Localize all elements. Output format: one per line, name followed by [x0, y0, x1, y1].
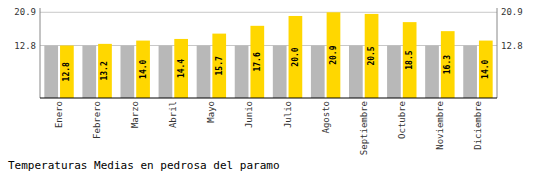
x-ticks: Enero Febrero Marzo Abril Mayo Junio Julio Agos…: [54, 101, 483, 155]
y2-axis-line: [497, 8, 498, 98]
bar: [235, 46, 249, 98]
y-tick-label: 12.8: [14, 41, 36, 51]
bar: [463, 46, 477, 98]
bar: [327, 12, 341, 98]
data-label: 15.7: [215, 56, 224, 75]
data-label: 12.8: [62, 62, 71, 81]
bar: [349, 46, 363, 98]
bar: [365, 14, 379, 98]
bar: [250, 26, 264, 98]
y-axis-line: [40, 8, 41, 98]
x-tick-label: Marzo: [130, 101, 140, 128]
bar: [425, 46, 439, 98]
x-tick-label: Julio: [283, 101, 293, 128]
x-tick-label: Agosto: [321, 101, 331, 134]
x-tick-label: Noviembre: [435, 101, 445, 150]
data-label: 14.0: [481, 59, 490, 78]
bar: [197, 46, 211, 98]
data-label: 20.9: [329, 45, 338, 64]
bar: [136, 41, 150, 98]
x-tick-label: Mayo: [206, 101, 216, 123]
x-tick-label: Junio: [244, 101, 254, 128]
x-axis-line: [40, 98, 497, 99]
y2-ticks: 12.8 20.9: [501, 7, 523, 50]
bar: [311, 46, 325, 98]
bar: [212, 34, 226, 98]
grid-line: [40, 12, 497, 13]
bar: [98, 44, 112, 98]
bar: [479, 41, 493, 98]
data-label: 20.5: [367, 46, 376, 65]
bar: [44, 46, 58, 98]
data-label: 13.2: [100, 61, 109, 80]
x-tick-label: Diciembre: [473, 101, 483, 150]
bar: [387, 46, 401, 98]
x-tick-label: Octubre: [397, 101, 407, 139]
data-label: 14.0: [139, 59, 148, 78]
bars: [44, 12, 492, 98]
x-tick-label: Enero: [54, 101, 64, 128]
bar: [174, 39, 188, 98]
bar: [60, 46, 74, 98]
bar: [273, 46, 287, 98]
y-tick-label: 20.9: [14, 7, 36, 17]
y2-tick-label: 20.9: [501, 7, 523, 17]
data-label: 14.4: [177, 59, 186, 78]
data-label: 20.0: [291, 47, 300, 66]
data-label: 17.6: [253, 52, 262, 71]
x-tick-label: Febrero: [92, 101, 102, 139]
bar: [120, 46, 134, 98]
bar: [82, 46, 96, 98]
title: Temperaturas Medias en pedrosa del param…: [8, 159, 280, 172]
bar: [159, 46, 173, 98]
bar: [403, 22, 417, 98]
page: {"chart_data": {"type": "bar", "title": …: [0, 0, 537, 174]
data-label: 18.5: [405, 50, 414, 69]
chart: 12.8 13.2 14.0 14.4 15.7 17.6 20.0 20.9 20.5 18.5…: [0, 0, 537, 174]
x-tick-label: Septiembre: [359, 101, 369, 155]
data-labels: 12.8 13.2 14.0 14.4 15.7 17.6 20.0 20.9 20.5 18.5…: [62, 45, 490, 81]
y2-tick-label: 12.8: [501, 41, 523, 51]
bar: [441, 31, 455, 98]
bar: [289, 16, 303, 98]
x-tick-label: Abril: [168, 101, 178, 128]
grid: [40, 12, 497, 45]
y-ticks: 12.8 20.9: [14, 7, 36, 50]
data-label: 16.3: [443, 55, 452, 74]
